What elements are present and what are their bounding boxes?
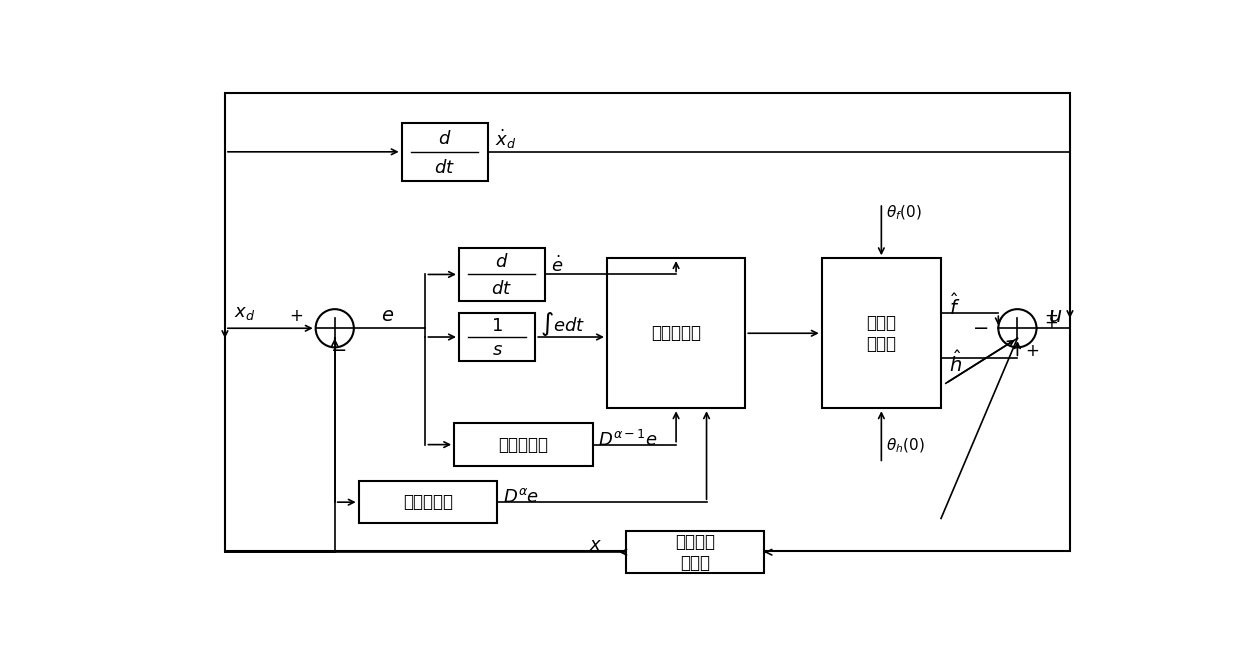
- Text: $d$: $d$: [495, 254, 508, 271]
- Bar: [822, 258, 941, 408]
- Text: −: −: [331, 341, 347, 360]
- Text: $1$: $1$: [491, 317, 503, 335]
- Text: +: +: [1025, 342, 1039, 359]
- Bar: [459, 313, 536, 361]
- Text: 分数阶模块: 分数阶模块: [403, 493, 453, 511]
- Text: $\theta_h(0)$: $\theta_h(0)$: [887, 437, 925, 455]
- Bar: [626, 531, 764, 573]
- Text: 电力有源
滤波器: 电力有源 滤波器: [675, 533, 715, 571]
- Text: $\int edt$: $\int edt$: [541, 311, 585, 339]
- Text: $d$: $d$: [438, 129, 451, 148]
- Bar: [402, 123, 487, 181]
- Text: $\dot{x}_d$: $\dot{x}_d$: [495, 127, 517, 151]
- Text: +: +: [1044, 307, 1058, 325]
- Text: 终端滑模面: 终端滑模面: [651, 324, 701, 343]
- Bar: [358, 481, 497, 523]
- Bar: [224, 93, 1070, 551]
- Text: $e$: $e$: [381, 306, 393, 325]
- Text: −: −: [973, 318, 990, 338]
- Bar: [606, 258, 745, 408]
- Text: $D^{\alpha}e$: $D^{\alpha}e$: [502, 488, 539, 506]
- Bar: [459, 248, 544, 301]
- Text: $D^{\alpha-1}e$: $D^{\alpha-1}e$: [598, 430, 658, 450]
- Text: $x_d$: $x_d$: [234, 304, 255, 322]
- Text: $u$: $u$: [1048, 306, 1063, 326]
- Text: +: +: [1044, 314, 1058, 332]
- Text: $\hat{h}$: $\hat{h}$: [949, 350, 962, 376]
- Text: $\dot{e}$: $\dot{e}$: [551, 255, 563, 276]
- Text: 分数阶模块: 分数阶模块: [498, 436, 548, 454]
- Text: $\theta_f(0)$: $\theta_f(0)$: [887, 204, 921, 222]
- Text: $x$: $x$: [589, 536, 603, 554]
- Bar: [454, 423, 593, 466]
- Text: $dt$: $dt$: [434, 159, 455, 177]
- Text: $\hat{f}$: $\hat{f}$: [949, 292, 960, 318]
- Text: 自适应
控制器: 自适应 控制器: [867, 314, 897, 353]
- Text: $dt$: $dt$: [491, 280, 512, 298]
- Text: $s$: $s$: [491, 341, 502, 359]
- Text: +: +: [290, 307, 304, 325]
